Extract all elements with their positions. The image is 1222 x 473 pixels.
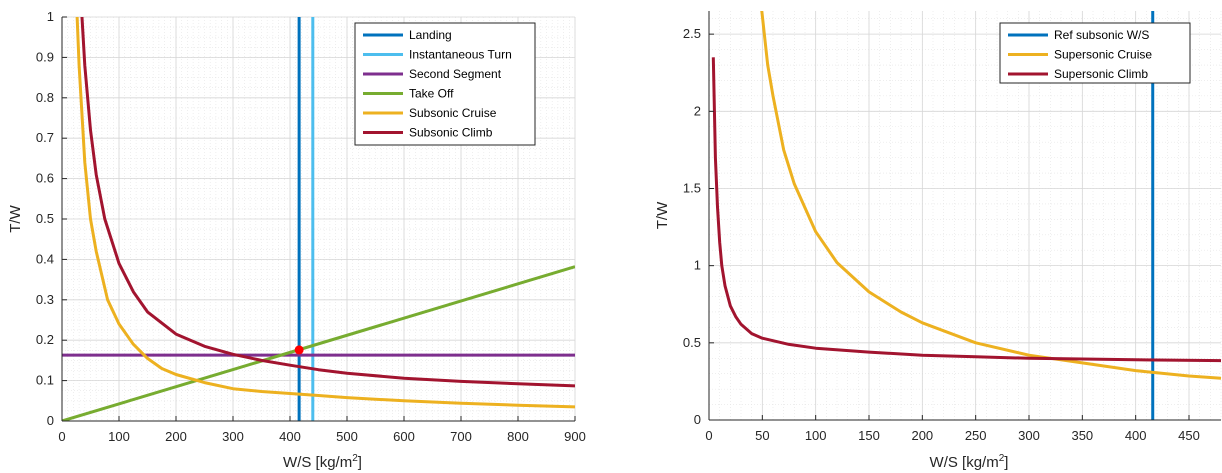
y-tick-label: 0.5 <box>36 211 54 226</box>
y-tick-label: 0.7 <box>36 130 54 145</box>
x-tick-label: 450 <box>1178 428 1200 443</box>
series-group <box>62 17 575 421</box>
x-tick-label: 250 <box>965 428 987 443</box>
y-tick-label: 1 <box>47 9 54 24</box>
x-tick-label: 500 <box>336 429 358 444</box>
design-point-marker <box>294 345 304 355</box>
legend-entry: Second Segment <box>409 67 502 81</box>
x-axis-label: W/S [kg/m2] <box>930 453 1009 471</box>
x-tick-label: 300 <box>222 429 244 444</box>
legend-entry: Landing <box>409 28 452 42</box>
y-tick-label: 0 <box>694 412 701 427</box>
legend-entry: Supersonic Climb <box>1054 67 1148 81</box>
series-line-supersonic-cruise <box>760 11 1221 380</box>
y-tick-label: 1.5 <box>683 180 701 195</box>
x-tick-label: 50 <box>755 428 769 443</box>
y-tick-label: 1 <box>694 258 701 273</box>
legend-entry: Instantaneous Turn <box>409 48 512 62</box>
y-axis-label: T/W <box>654 201 671 229</box>
legend-entry: Subsonic Climb <box>409 126 493 140</box>
y-tick-label: 0.8 <box>36 90 54 105</box>
y-tick-label: 2.5 <box>683 26 701 41</box>
legend: Landing Instantaneous Turn Second Segment T… <box>354 22 536 146</box>
y-tick-label: 0 <box>47 413 54 428</box>
x-tick-label: 0 <box>58 429 65 444</box>
series-line-subsonic-cruise <box>75 17 575 409</box>
y-tick-label: 0.1 <box>36 373 54 388</box>
y-tick-label: 0.3 <box>36 292 54 307</box>
x-axis-label: W/S [kg/m2] <box>283 453 362 471</box>
y-tick-label: 0.5 <box>683 335 701 350</box>
legend-box <box>354 22 536 146</box>
legend-entry: Subsonic Cruise <box>409 106 497 120</box>
x-tick-label: 600 <box>393 429 415 444</box>
y-tick-label: 0.9 <box>36 49 54 64</box>
y-tick-label: 2 <box>694 103 701 118</box>
x-tick-label: 800 <box>507 429 529 444</box>
series-line-take-off <box>62 265 575 421</box>
x-tick-label: 400 <box>279 429 301 444</box>
x-tick-label: 200 <box>911 428 933 443</box>
legend-entry: Ref subsonic W/S <box>1054 28 1149 42</box>
x-tick-label: 100 <box>108 429 130 444</box>
legend-entry: Supersonic Cruise <box>1054 48 1152 62</box>
y-axis-label: T/W <box>7 204 24 232</box>
chart-1: 0 100 200 300 400 500 600 700 800 900 0 0.1 0.2 0.3 0.… <box>7 9 586 471</box>
x-tick-label: 700 <box>450 429 472 444</box>
x-tick-label: 200 <box>165 429 187 444</box>
chart-2: 0 50 100 150 200 250 300 350 400 450 0 0.5 1 1.5 2 2.5 W… <box>654 11 1222 471</box>
y-tick-label: 0.2 <box>36 332 54 347</box>
legend: Ref subsonic W/S Supersonic Cruise Superso… <box>999 22 1191 84</box>
x-tick-label: 900 <box>564 429 586 444</box>
series-line-subsonic-climb <box>80 17 575 388</box>
series-line-supersonic-climb <box>711 57 1221 363</box>
x-tick-label: 0 <box>705 428 712 443</box>
x-tick-label: 350 <box>1071 428 1093 443</box>
y-tick-label: 0.4 <box>36 251 54 266</box>
x-tick-label: 150 <box>858 428 880 443</box>
x-tick-label: 400 <box>1125 428 1147 443</box>
legend-entry: Take Off <box>409 87 454 101</box>
y-tick-label: 0.6 <box>36 171 54 186</box>
x-tick-label: 300 <box>1018 428 1040 443</box>
x-tick-label: 100 <box>805 428 827 443</box>
